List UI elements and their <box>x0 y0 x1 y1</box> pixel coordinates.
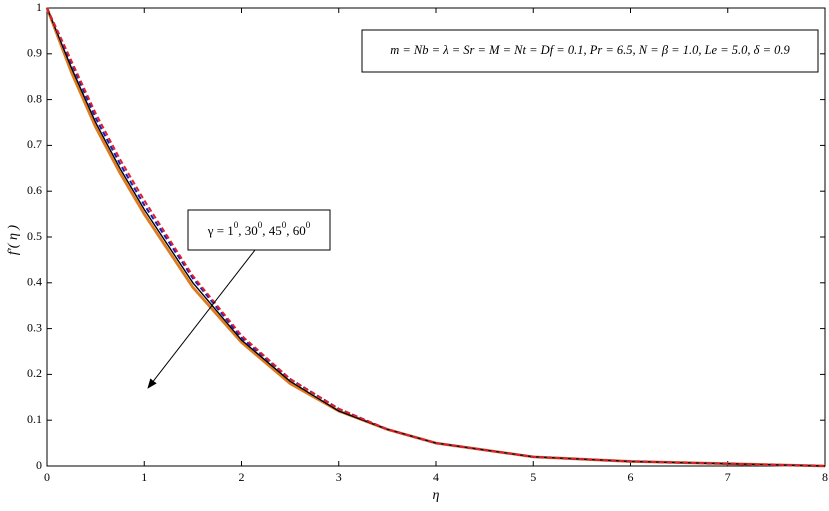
gamma-sup: 0 <box>282 220 287 230</box>
annotation: m = Nb = λ = Sr = M = Nt = Df = 0.1, Pr … <box>390 43 790 57</box>
y-tick-label: 0.1 <box>27 412 42 426</box>
gamma-text: , 30 <box>238 223 258 238</box>
x-tick-label: 3 <box>336 470 342 484</box>
y-tick-label: 1 <box>36 0 42 14</box>
x-tick-label: 6 <box>628 470 634 484</box>
x-tick-label: 2 <box>239 470 245 484</box>
x-tick-label: 7 <box>725 470 731 484</box>
gamma-box <box>187 209 331 251</box>
x-tick-label: 4 <box>433 470 439 484</box>
gamma-sup: 0 <box>306 220 311 230</box>
y-tick-label: 0.2 <box>27 366 42 380</box>
y-tick-label: 0.7 <box>27 137 42 151</box>
gamma-text: , 45 <box>262 223 282 238</box>
y-tick-label: 0.6 <box>27 183 42 197</box>
y-tick-label: 0.4 <box>27 275 42 289</box>
annotation-box <box>361 29 819 73</box>
x-axis-label: η <box>433 488 440 503</box>
gamma-text: γ = 1 <box>207 223 234 238</box>
y-tick-label: 0.8 <box>27 91 42 105</box>
series-line <box>46 7 826 467</box>
y-tick-label: 0.9 <box>27 46 42 60</box>
arrow <box>147 249 256 389</box>
gamma-text: , 60 <box>286 223 306 238</box>
gamma-sup: 0 <box>258 220 263 230</box>
plot-frame <box>46 7 826 467</box>
y-axis-label: f'( η ) <box>6 225 21 255</box>
series-line <box>46 7 826 467</box>
y-tick-label: 0 <box>36 458 42 472</box>
y-tick-label: 0.5 <box>27 229 42 243</box>
x-tick-label: 5 <box>530 470 536 484</box>
series-line <box>46 7 826 467</box>
y-tick-label: 0.3 <box>27 320 42 334</box>
series-line <box>45 7 826 468</box>
x-tick-label: 1 <box>141 470 147 484</box>
x-tick-label: 0 <box>44 470 50 484</box>
x-tick-label: 8 <box>822 470 828 484</box>
gamma-label: γ = 10​, 300​, 450​, 600​ <box>207 220 311 238</box>
gamma-sup: 0 <box>234 220 239 230</box>
